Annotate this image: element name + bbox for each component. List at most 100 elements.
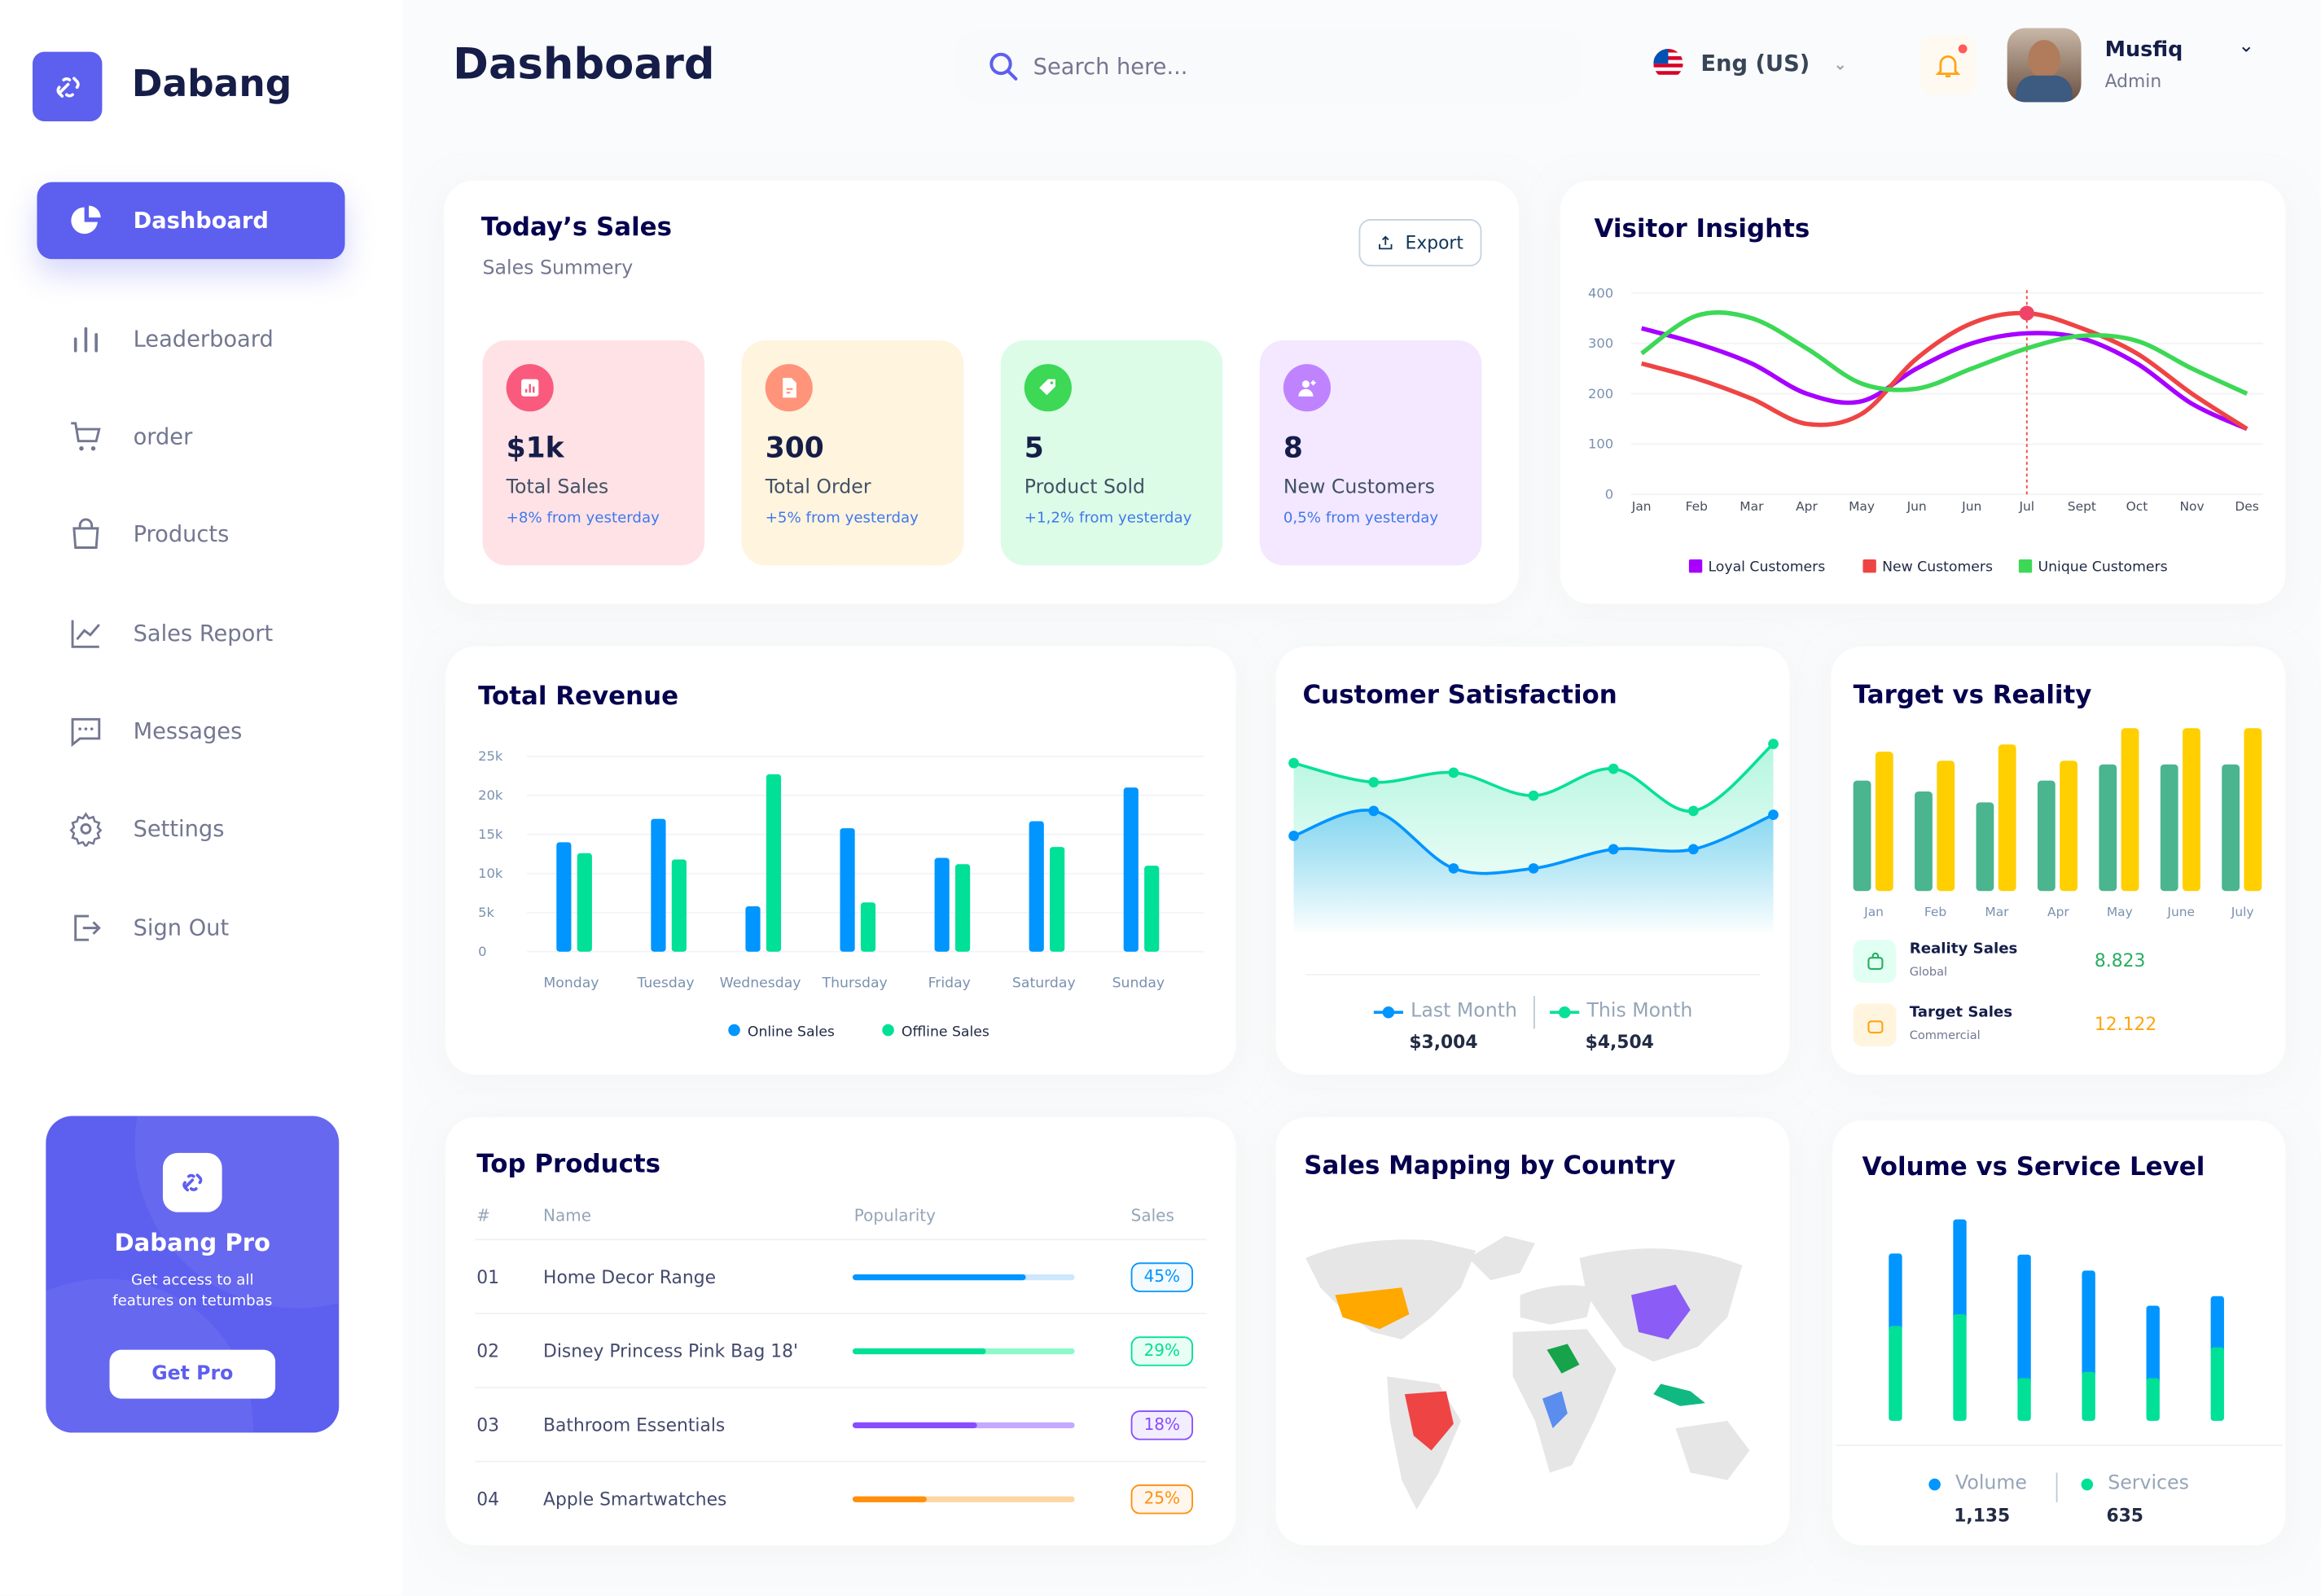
map-greenland: [1468, 1235, 1535, 1281]
map-congo: [1542, 1391, 1568, 1428]
stat-card-new-customers: 8 New Customers 0,5% from yesterday: [1259, 340, 1482, 566]
message-icon: [68, 713, 104, 749]
sidebar-item-leaderboard[interactable]: Leaderboard: [37, 300, 344, 378]
legend-dot: [882, 1024, 894, 1037]
sidebar-item-settings[interactable]: Settings: [37, 791, 344, 868]
bar-online-sales: [1123, 787, 1139, 952]
row-number: 02: [476, 1340, 500, 1361]
bar-volume: [1953, 1219, 1967, 1321]
search-input[interactable]: Search here...: [954, 29, 1583, 103]
x-tick-label: Feb: [1686, 499, 1708, 514]
table-row[interactable]: 01 Home Decor Range 45%: [475, 1239, 1207, 1313]
avatar[interactable]: [2007, 28, 2082, 103]
data-point: [1687, 844, 1699, 855]
page-title: Dashboard: [453, 38, 715, 90]
x-tick-label: Mar: [1740, 499, 1764, 514]
logo-icon[interactable]: [32, 51, 103, 122]
y-tick-label: 20k: [478, 787, 503, 803]
this-month-value: $4,504: [1585, 1031, 1654, 1053]
get-pro-button[interactable]: Get Pro: [109, 1349, 276, 1399]
bar-reality-sales: [2222, 764, 2240, 892]
x-tick-label: Jan: [1863, 905, 1884, 919]
bar-offline-sales: [766, 774, 782, 952]
column-header: Popularity: [853, 1206, 936, 1226]
notification-dot: [1958, 44, 1968, 54]
sign-out-icon: [68, 910, 104, 946]
bar-online-sales: [745, 906, 761, 952]
card-title: Customer Satisfaction: [1302, 681, 1617, 711]
x-tick-label: May: [1849, 499, 1875, 514]
visitor-insights-chart: 0 100 200 300 400 Jan Feb Mar Apr May Jun Jun Jul Sep…: [1588, 285, 2264, 576]
sales-badge: 18%: [1130, 1410, 1193, 1440]
language-label: Eng (US): [1700, 50, 1810, 77]
bar-offline-sales: [577, 853, 592, 952]
column-header: Sales: [1130, 1206, 1174, 1226]
x-tick-label: Apr: [2047, 905, 2069, 919]
pie-chart-icon: [68, 203, 104, 239]
card-title: Volume vs Service Level: [1862, 1152, 2205, 1183]
card-title: Target vs Reality: [1853, 681, 2092, 711]
search-icon: [989, 51, 1018, 80]
bar-reality-sales: [2160, 764, 2178, 892]
y-tick-label: 0: [1605, 487, 1613, 502]
bar-online-sales: [840, 828, 855, 952]
divider: [1533, 996, 1535, 1029]
language-select[interactable]: Eng (US) ⌄: [1653, 48, 1847, 79]
bar-online-sales: [1029, 821, 1044, 952]
popularity-fill: [852, 1274, 1026, 1280]
document-icon: [765, 364, 813, 412]
bar-reality-sales: [1976, 802, 1994, 892]
row-number: 04: [476, 1488, 500, 1510]
table-row[interactable]: 03 Bathroom Essentials 18%: [475, 1387, 1207, 1461]
bar-target-sales: [2060, 761, 2078, 892]
sidebar-item-sales-report[interactable]: Sales Report: [37, 595, 344, 673]
y-tick-label: 300: [1588, 335, 1613, 351]
divider: [1305, 973, 1761, 976]
services-value: 635: [2106, 1505, 2143, 1526]
bar-offline-sales: [1144, 866, 1160, 952]
sidebar-item-sign-out[interactable]: Sign Out: [37, 889, 344, 967]
data-point: [1368, 805, 1380, 817]
notifications-button[interactable]: [1920, 35, 1977, 95]
gear-icon: [68, 811, 104, 847]
user-role: Admin: [2104, 71, 2162, 92]
card-subtitle: Sales Summery: [482, 257, 634, 280]
popularity-fill: [852, 1347, 986, 1354]
sidebar-item-label: Sales Report: [133, 620, 274, 647]
sidebar-item-messages[interactable]: Messages: [37, 693, 344, 770]
customer-satisfaction-card: Customer Satisfaction Last Month $3,004 …: [1275, 647, 1790, 1075]
stat-delta: +5% from yesterday: [765, 511, 919, 528]
export-button[interactable]: Export: [1358, 219, 1482, 267]
volume-value: 1,135: [1954, 1505, 2011, 1526]
visitor-insights-card: Visitor Insights 0 100 200 300 400 Jan Feb Mar A…: [1560, 180, 2286, 604]
top-products-card: Top Products # Name Popularity Sales 01 H…: [445, 1117, 1236, 1546]
stat-card-product-sold: 5 Product Sold +1,2% from yesterday: [1000, 340, 1223, 566]
x-tick-label: Apr: [1796, 499, 1818, 514]
card-title: Today’s Sales: [480, 213, 673, 243]
y-tick-label: 5k: [478, 905, 494, 920]
table-row[interactable]: 02 Disney Princess Pink Bag 18' 29%: [475, 1313, 1207, 1387]
sales-badge: 45%: [1130, 1261, 1193, 1291]
table-row[interactable]: 04 Apple Smartwatches 25%: [475, 1460, 1207, 1535]
x-tick-label: Jul: [2018, 499, 2034, 514]
user-menu-chevron-icon[interactable]: ⌄: [2238, 35, 2255, 58]
add-user-icon: [1283, 364, 1332, 412]
bar-volume: [2146, 1305, 2160, 1384]
sidebar-item-products[interactable]: Products: [37, 496, 344, 573]
card-title: Top Products: [476, 1150, 661, 1180]
sidebar-item-dashboard[interactable]: Dashboard: [37, 182, 345, 260]
data-point: [1608, 763, 1619, 774]
export-icon: [1379, 235, 1393, 250]
bar-services: [2082, 1371, 2095, 1421]
sidebar-item-order[interactable]: order: [37, 398, 344, 476]
row-sub: Global: [1909, 965, 1948, 979]
stat-label: Total Sales: [506, 476, 609, 499]
y-tick-label: 15k: [478, 826, 503, 842]
stat-delta: 0,5% from yesterday: [1283, 511, 1439, 528]
line-chart-icon: [68, 616, 104, 651]
brand-name: Dabang: [131, 62, 292, 106]
map-china: [1630, 1284, 1691, 1340]
legend-label: Last Month: [1411, 1000, 1517, 1023]
bar-online-sales: [934, 857, 950, 952]
product-name: Home Decor Range: [543, 1265, 717, 1287]
